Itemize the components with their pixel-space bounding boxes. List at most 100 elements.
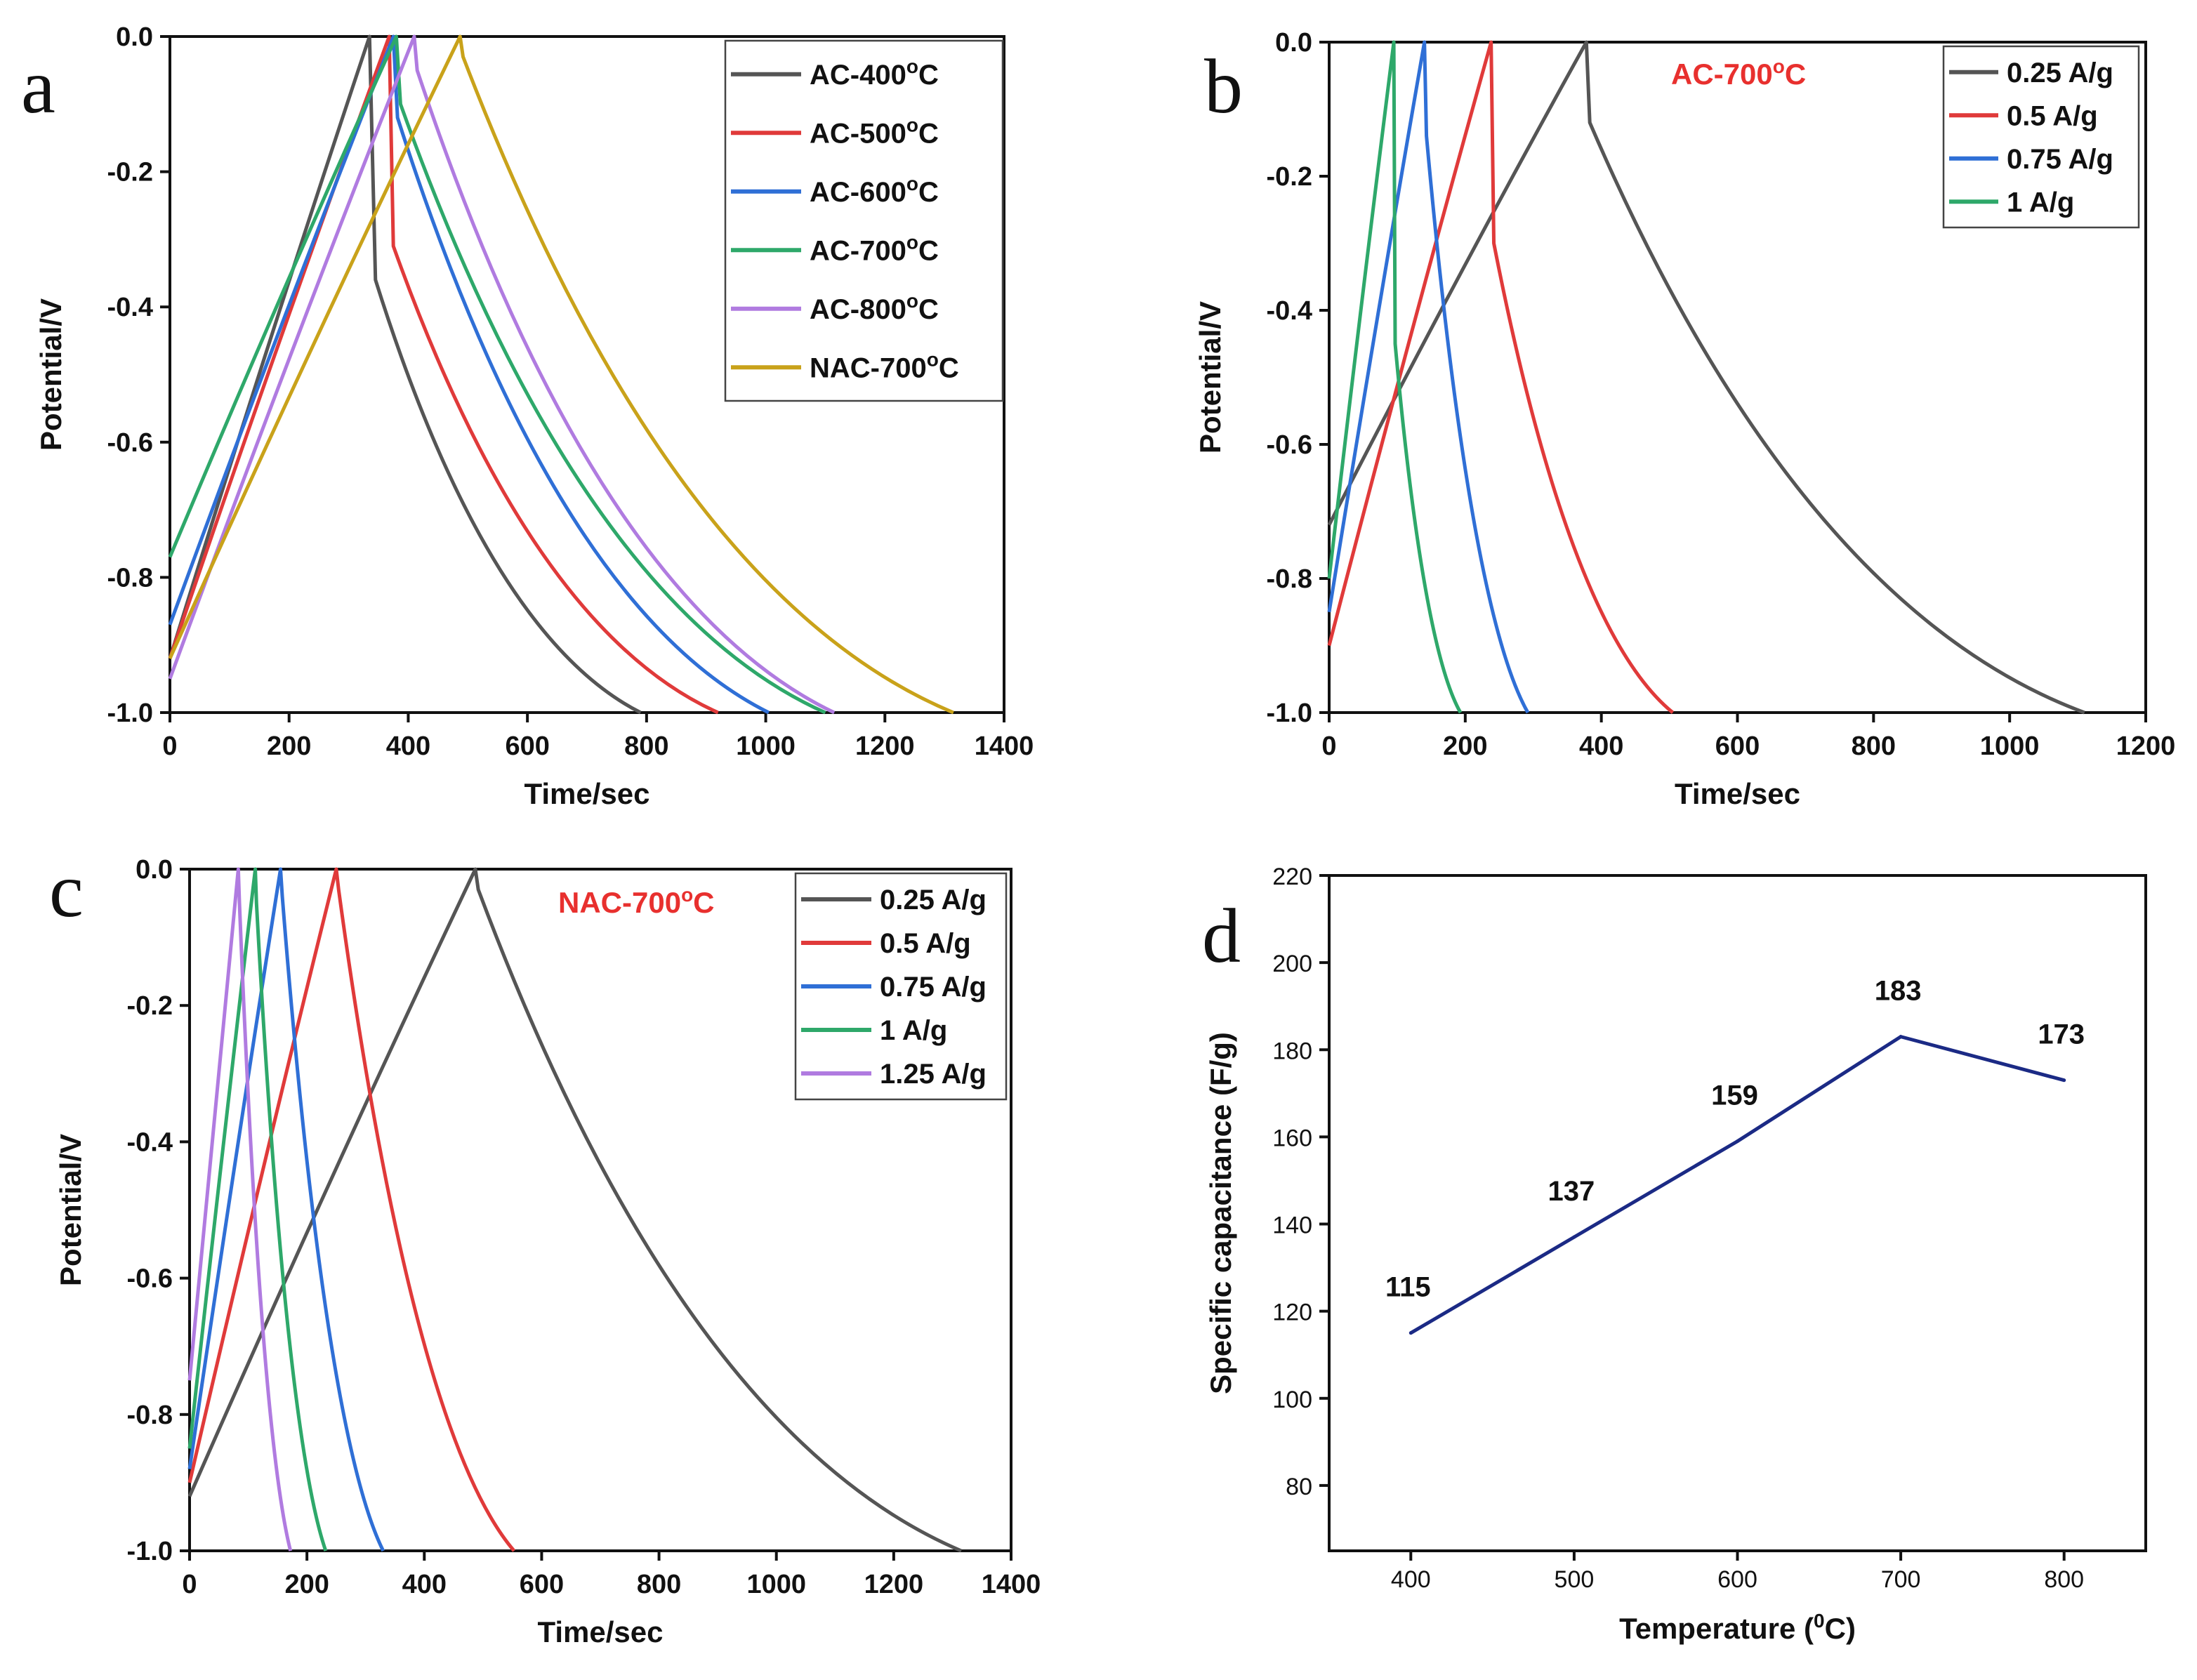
series-line-5 [168, 34, 954, 715]
y-tick-label: -0.8 [1267, 564, 1312, 594]
chart-panel-d: 400 500 600 700 800 80 100 120 140 160 180 200 220 Te… [1204, 864, 2147, 1645]
legend-entry: 1.25 A/g [880, 1059, 987, 1090]
x-tick-label: 600 [520, 1570, 564, 1599]
x-axis-title: Time/sec [537, 1615, 663, 1648]
y-tick-label: 80 [1286, 1474, 1312, 1500]
series-line-1 [168, 34, 719, 715]
panel-letter-b: b [1204, 44, 1243, 129]
y-tick-label: 120 [1272, 1299, 1312, 1326]
x-tick-label: 600 [1717, 1566, 1757, 1593]
x-tick-label: 600 [505, 732, 549, 761]
y-tick-label: -0.2 [127, 991, 173, 1021]
x-tick-label: 700 [1881, 1566, 1921, 1593]
series-line-3 [1327, 40, 1463, 714]
legend-entry: 0.25 A/g [2007, 58, 2113, 88]
x-tick-label: 800 [1852, 732, 1896, 761]
series-line-2 [187, 867, 385, 1552]
x-tick-label: 600 [1715, 732, 1760, 761]
x-tick-label: 1400 [982, 1570, 1041, 1599]
y-tick-label: 0.0 [136, 855, 173, 885]
y-tick-label: -0.6 [127, 1264, 173, 1294]
panel-letter-d: d [1202, 893, 1241, 979]
series-line-1 [1327, 40, 1675, 714]
y-tick-label: 0.0 [116, 22, 153, 52]
x-tick-label: 800 [624, 732, 668, 761]
legend-box [724, 39, 1004, 402]
data-label: 115 [1385, 1272, 1431, 1303]
y-tick-label: -0.6 [1267, 430, 1312, 460]
series-line-2 [1327, 40, 1530, 714]
legend-entry: 0.5 A/g [880, 928, 971, 959]
x-tick-label: 1000 [736, 732, 796, 761]
panel-annotation: AC-700oC [1671, 55, 1806, 91]
legend-entry: NAC-700oC [810, 348, 959, 383]
y-tick-label: -0.4 [107, 293, 153, 322]
x-axis-title: Time/sec [524, 777, 649, 810]
series-line-4 [187, 867, 293, 1552]
x-tick-label: 1200 [2116, 732, 2176, 761]
x-axis-title: Time/sec [1675, 777, 1800, 810]
series-line-2 [168, 34, 770, 715]
x-tick-label: 1200 [855, 732, 915, 761]
x-tick-label: 200 [284, 1570, 329, 1599]
y-tick-label: -0.6 [107, 428, 153, 458]
legend-entry: 0.5 A/g [2007, 100, 2098, 131]
y-axis-title: Potential/V [1194, 301, 1227, 454]
x-tick-label: 1200 [864, 1570, 924, 1599]
legend: 0.25 A/g 0.5 A/g 0.75 A/g 1 A/g [1942, 45, 2140, 229]
x-tick-label: 1000 [746, 1570, 806, 1599]
x-tick-label: 800 [637, 1570, 681, 1599]
x-tick-label: 800 [2044, 1566, 2084, 1593]
chart-panel-c: 0 200 400 600 800 1000 1200 1400 0.0 -0.2 -0.4 -0.6… [54, 855, 1041, 1648]
plot-frame [1328, 874, 2147, 1552]
legend-entry: 0.75 A/g [2007, 144, 2113, 175]
data-label: 159 [1711, 1080, 1758, 1111]
y-tick-label: -0.8 [107, 563, 153, 593]
y-tick-label: 180 [1272, 1038, 1312, 1064]
legend: AC-400oC AC-500oC AC-600oC AC-700oC AC-800oC… [724, 39, 1004, 402]
panel-annotation: NAC-700oC [558, 884, 715, 919]
legend: 0.25 A/g 0.5 A/g 0.75 A/g 1 A/g 1.25 A/g [794, 872, 1008, 1101]
plot-frame [188, 868, 1012, 1552]
legend-entry: AC-600oC [810, 173, 939, 208]
series-line-1 [187, 867, 516, 1552]
series-line-4 [168, 34, 836, 715]
panel-letter-c: c [49, 847, 84, 933]
y-tick-label: -1.0 [107, 699, 153, 728]
data-point [1736, 1139, 1739, 1144]
x-tick-label: 200 [267, 732, 311, 761]
y-tick-label: -0.4 [127, 1127, 173, 1157]
data-point [1572, 1235, 1576, 1239]
y-tick-label: 100 [1272, 1387, 1312, 1413]
data-label: 137 [1548, 1176, 1595, 1207]
x-tick-label: 200 [1443, 732, 1487, 761]
y-axis-title: Potential/V [34, 298, 67, 451]
legend-entry: AC-700oC [810, 231, 939, 266]
data-point [1408, 1331, 1413, 1335]
y-tick-label: 220 [1272, 864, 1312, 890]
y-axis-title: Specific capacitance (F/g) [1204, 1032, 1237, 1394]
legend-entry: 1 A/g [2007, 187, 2074, 218]
x-tick-label: 0 [162, 732, 177, 761]
x-axis-title: Temperature (0C) [1619, 1610, 1856, 1645]
series-line-3 [168, 34, 826, 715]
data-label: 173 [2038, 1019, 2085, 1050]
x-tick-label: 400 [1579, 732, 1623, 761]
series-line-0 [187, 867, 962, 1553]
legend-box [1942, 45, 2140, 229]
y-tick-label: -0.8 [127, 1401, 173, 1430]
x-tick-label: 400 [1391, 1566, 1431, 1593]
x-tick-label: 0 [1321, 732, 1336, 761]
x-tick-label: 0 [182, 1570, 197, 1599]
y-tick-label: 160 [1272, 1125, 1312, 1151]
x-tick-label: 1400 [975, 732, 1034, 761]
y-tick-label: 200 [1272, 951, 1312, 977]
x-tick-label: 1000 [1980, 732, 2040, 761]
y-tick-label: -0.2 [1267, 162, 1312, 192]
panel-letter-a: a [21, 44, 55, 129]
x-tick-label: 400 [402, 1570, 447, 1599]
x-tick-label: 500 [1555, 1566, 1595, 1593]
y-tick-label: -1.0 [1267, 699, 1312, 728]
plot-frame [169, 35, 1005, 714]
